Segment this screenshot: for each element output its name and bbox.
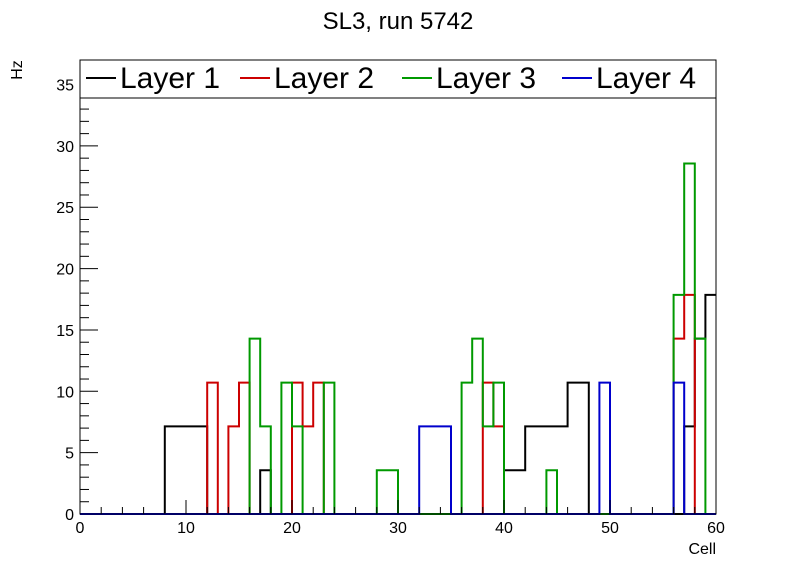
x-axis-label: Cell <box>688 541 716 558</box>
x-tick-label: 50 <box>601 520 619 537</box>
legend-label-layer-3: Layer 3 <box>436 62 536 95</box>
y-tick-label: 0 <box>65 507 74 524</box>
legend-label-layer-1: Layer 1 <box>120 62 220 95</box>
legend: Layer 1 Layer 2 Layer 3 Layer 4 <box>79 59 717 99</box>
y-tick-label: 15 <box>56 323 74 340</box>
x-tick-label: 60 <box>707 520 725 537</box>
series-group <box>80 162 716 515</box>
x-tick-label: 0 <box>76 520 85 537</box>
y-tick-label: 5 <box>65 446 74 463</box>
x-axis: 0 10 20 30 40 50 60 <box>76 500 725 537</box>
y-tick-label: 10 <box>56 384 74 401</box>
legend-label-layer-4: Layer 4 <box>596 62 696 95</box>
legend-box <box>79 59 717 99</box>
y-tick-label: 20 <box>56 262 74 279</box>
x-tick-label: 20 <box>283 520 301 537</box>
x-tick-label: 10 <box>177 520 195 537</box>
series-line-layer-3 <box>80 162 716 515</box>
legend-label-layer-2: Layer 2 <box>274 62 374 95</box>
x-tick-label: 40 <box>495 520 513 537</box>
y-axis: 0 5 10 15 20 25 30 35 <box>56 59 98 524</box>
y-tick-label: 25 <box>56 200 74 217</box>
chart-title: SL3, run 5742 <box>323 8 474 35</box>
x-tick-label: 30 <box>389 520 407 537</box>
y-tick-label: 35 <box>56 78 74 95</box>
y-tick-label: 30 <box>56 139 74 156</box>
plot-frame <box>79 59 717 515</box>
y-axis-label: Hz <box>9 60 26 80</box>
